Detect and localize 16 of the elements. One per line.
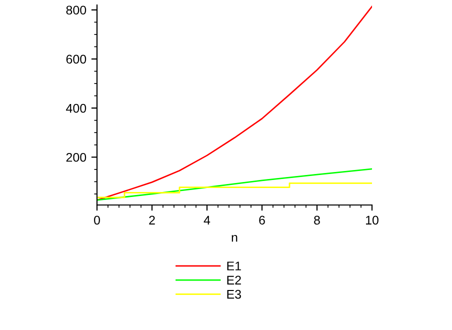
y-tick-label: 200 bbox=[66, 152, 86, 162]
x-tick-label: 4 bbox=[204, 216, 210, 224]
x-tick-label: 0 bbox=[94, 216, 100, 225]
y-tick-label: 400 bbox=[66, 104, 86, 113]
x-tick-label: 2 bbox=[149, 216, 155, 224]
x-tick-label: 8 bbox=[314, 216, 320, 225]
legend-label: E1 bbox=[227, 262, 241, 270]
line-series bbox=[97, 168, 372, 201]
legend-label: E3 bbox=[227, 290, 241, 299]
x-tick-label: 6 bbox=[259, 216, 265, 225]
y-tick-label: 800 bbox=[66, 6, 86, 15]
x-tick-label: 10 bbox=[366, 216, 378, 225]
line-series bbox=[97, 6, 372, 201]
y-tick-label: 600 bbox=[66, 54, 86, 64]
legend-label: E2 bbox=[227, 276, 241, 284]
x-axis-title: n bbox=[232, 234, 238, 242]
